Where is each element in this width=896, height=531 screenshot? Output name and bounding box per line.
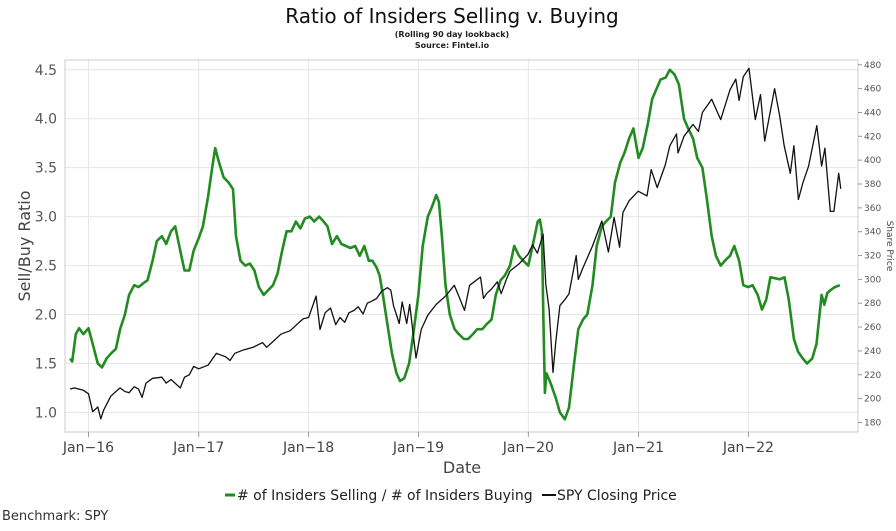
- y-tick-label: 3.5: [35, 161, 57, 177]
- y2-tick-label: 400: [864, 156, 881, 166]
- y-axis-ticks: 1.0 1.5 2.0 2.5 3.0 3.5 4.0 4.5: [35, 63, 57, 422]
- chart-lines: [69, 67, 842, 421]
- benchmark-note: Benchmark: SPY: [2, 509, 109, 524]
- y-tick-label: 2.5: [35, 259, 57, 275]
- plot-frame: [64, 59, 859, 433]
- y2-tick-label: 200: [864, 395, 881, 405]
- y2-tick-label: 420: [864, 132, 881, 142]
- y2-tick-label: 320: [864, 252, 881, 262]
- y2-axis-ticks: 180 200 220 240 260 280 300 320 340 360 380 400 420 4…: [858, 61, 881, 428]
- y-tick-label: 4.0: [35, 112, 57, 128]
- y2-tick-label: 480: [864, 61, 881, 71]
- x-tick-label: Jan−16: [62, 440, 114, 456]
- legend-label-ratio: # of Insiders Selling / # of Insiders Bu…: [237, 488, 533, 504]
- x-tick-label: Jan−21: [612, 440, 664, 456]
- y2-tick-label: 340: [864, 228, 881, 238]
- y2-tick-label: 240: [864, 347, 881, 357]
- x-axis-ticks: Jan−16 Jan−17 Jan−18 Jan−19 Jan−20 Jan−21 Jan−…: [62, 432, 774, 456]
- y2-tick-label: 360: [864, 204, 881, 214]
- x-tick-label: Jan−18: [282, 440, 334, 456]
- y2-tick-label: 300: [864, 275, 881, 285]
- x-tick-label: Jan−17: [172, 440, 224, 456]
- series-line-ratio: [69, 68, 841, 421]
- series-line-spy: [69, 67, 842, 420]
- y-tick-label: 1.0: [35, 405, 57, 421]
- y-tick-label: 1.5: [35, 356, 57, 372]
- y-tick-label: 3.0: [35, 210, 57, 226]
- y2-tick-label: 280: [864, 299, 881, 309]
- y-axis-label: Sell/Buy Ratio: [15, 190, 34, 301]
- x-tick-label: Jan−20: [502, 440, 554, 456]
- chart-title: Ratio of Insiders Selling v. Buying: [285, 4, 618, 28]
- y2-tick-label: 180: [864, 418, 881, 428]
- x-tick-label: Jan−22: [722, 440, 774, 456]
- y2-tick-label: 380: [864, 180, 881, 190]
- y2-tick-label: 260: [864, 323, 881, 333]
- x-axis-label: Date: [443, 458, 481, 477]
- chart-subtitle-1: (Rolling 90 day lookback): [395, 30, 509, 39]
- chart-subtitle-2: Source: Fintel.io: [415, 41, 490, 50]
- legend-label-spy: SPY Closing Price: [557, 488, 677, 504]
- y-tick-label: 4.5: [35, 63, 57, 79]
- legend: # of Insiders Selling / # of Insiders Bu…: [225, 488, 677, 504]
- grid: [65, 60, 858, 432]
- y-tick-label: 2.0: [35, 308, 57, 324]
- y2-tick-label: 460: [864, 85, 881, 95]
- y2-tick-label: 220: [864, 371, 881, 381]
- y2-tick-label: 440: [864, 108, 881, 118]
- y2-axis-label: Share Price: [884, 221, 894, 272]
- x-tick-label: Jan−19: [392, 440, 444, 456]
